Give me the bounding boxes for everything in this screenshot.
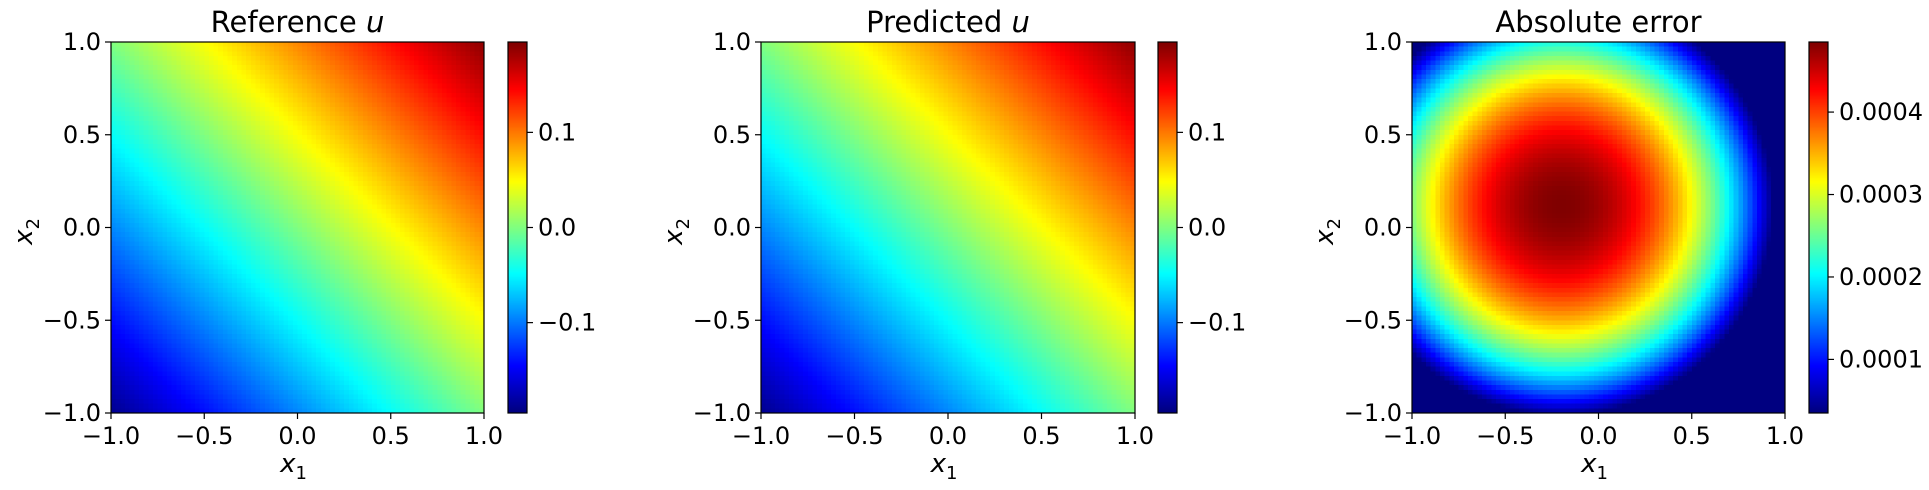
x-tick-label: −1.0 [732, 422, 790, 450]
x-tick-label: 0.5 [1673, 422, 1711, 450]
y-axis-label: x2 [659, 218, 694, 246]
x-tick-label: −0.5 [1476, 422, 1534, 450]
chart-title: Reference u [211, 5, 385, 39]
x-tick-label: 0.5 [372, 422, 410, 450]
colorbar-tick-label: 0.0 [538, 214, 576, 242]
y-axis-label-sub: 2 [1324, 218, 1345, 229]
x-tick-label: 0.0 [1579, 422, 1617, 450]
colorbar-gradient [1809, 42, 1828, 413]
chart-title-text: Reference [211, 5, 366, 39]
colorbar: −0.1 0.0 0.1 [507, 41, 596, 414]
y-tick-label: −0.5 [693, 306, 751, 334]
colorbar: 0.0001 0.0002 0.0003 0.0004 [1808, 41, 1923, 414]
panel-2: Predicted u −1.0 −0.5 0.0 0.5 1.0 −1.0 −0.5 0.0 0… [659, 5, 1246, 484]
x-tick-label: 0.5 [1022, 422, 1060, 450]
colorbar-tick-label: −0.1 [538, 309, 596, 337]
panel-1: Reference u −1.0 −0.5 0.0 0.5 1.0 −1.0 −0.5 0.0 0… [9, 5, 596, 484]
y-tick-label: 0.0 [1364, 214, 1402, 242]
y-axis-label: x2 [9, 218, 44, 246]
y-tick-label: 0.5 [713, 121, 751, 149]
x-tick-label: 1.0 [1766, 422, 1804, 450]
x-axis-label: x1 [930, 449, 958, 484]
colorbar-frame [1808, 41, 1829, 414]
y-axis-label-sub: 2 [23, 218, 44, 229]
y-tick-label: 0.5 [1364, 121, 1402, 149]
y-tick-label: 1.0 [1364, 28, 1402, 56]
colorbar-tick-label: 0.1 [1188, 118, 1226, 146]
colorbar-tick-label: 0.0001 [1839, 345, 1923, 373]
colorbar-gradient [1158, 42, 1177, 413]
y-tick-label: −1.0 [1344, 399, 1402, 427]
y-tick-label: 1.0 [713, 28, 751, 56]
panel-3: Absolute error −1.0 −0.5 0.0 0.5 1.0 −1.0 −0.5 0… [1310, 5, 1923, 484]
chart-title-var: u [1011, 5, 1029, 39]
x-tick-label: 1.0 [465, 422, 503, 450]
y-axis-label-var: x [659, 229, 689, 246]
y-axis-label-var: x [1310, 229, 1340, 246]
colorbar-gradient [508, 42, 527, 413]
y-tick-label: −1.0 [43, 399, 101, 427]
x-tick-label: 0.0 [278, 422, 316, 450]
x-axis-label: x1 [279, 449, 307, 484]
heatmap-image [1412, 42, 1785, 413]
heatmap-image [111, 42, 484, 413]
x-tick-label: 0.0 [929, 422, 967, 450]
chart-title: Predicted u [866, 5, 1030, 39]
colorbar-tick-label: 0.0004 [1839, 98, 1923, 126]
y-tick-label: 1.0 [63, 28, 101, 56]
chart-title-text: Predicted [866, 5, 1011, 39]
y-tick-label: 0.0 [713, 214, 751, 242]
x-tick-label: −1.0 [1383, 422, 1441, 450]
y-tick-label: 0.5 [63, 121, 101, 149]
x-tick-label: 1.0 [1116, 422, 1154, 450]
y-axis-label: x2 [1310, 218, 1345, 246]
x-tick-label: −0.5 [825, 422, 883, 450]
x-axis-label-var: x [279, 449, 296, 479]
x-axis-label-sub: 1 [295, 463, 306, 484]
x-axis-label-var: x [1580, 449, 1597, 479]
x-axis-label-sub: 1 [1596, 463, 1607, 484]
colorbar-tick-label: −0.1 [1188, 309, 1246, 337]
y-tick-label: 0.0 [63, 214, 101, 242]
chart-title-var: u [366, 5, 384, 39]
y-axis-label-sub: 2 [673, 218, 694, 229]
chart-title-text: Absolute error [1495, 5, 1701, 39]
x-tick-label: −0.5 [175, 422, 233, 450]
y-tick-label: −0.5 [43, 306, 101, 334]
chart-title: Absolute error [1495, 5, 1701, 39]
colorbar-tick-label: 0.1 [538, 118, 576, 146]
colorbar: −0.1 0.0 0.1 [1157, 41, 1246, 414]
colorbar-tick-label: 0.0003 [1839, 181, 1923, 209]
colorbar-tick-label: 0.0 [1188, 214, 1226, 242]
heatmap-image [761, 42, 1135, 413]
colorbar-tick-label: 0.0002 [1839, 263, 1923, 291]
x-axis-label-var: x [930, 449, 947, 479]
x-tick-label: −1.0 [82, 422, 140, 450]
x-axis-label: x1 [1580, 449, 1608, 484]
y-tick-label: −1.0 [693, 399, 751, 427]
y-tick-label: −0.5 [1344, 306, 1402, 334]
y-axis-label-var: x [9, 229, 39, 246]
x-axis-label-sub: 1 [946, 463, 957, 484]
